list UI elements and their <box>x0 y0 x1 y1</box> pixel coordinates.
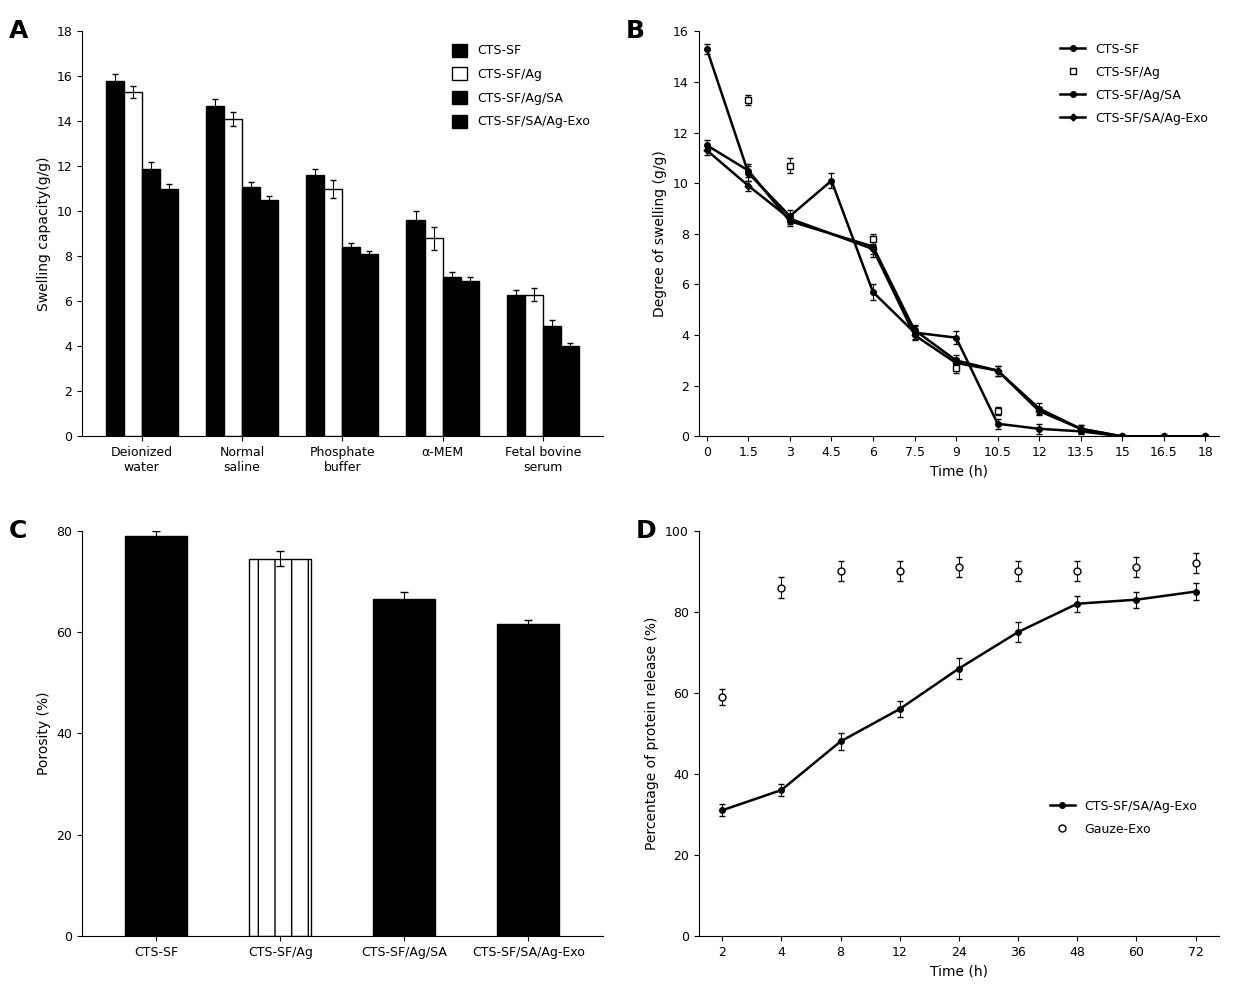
Bar <box>525 295 543 437</box>
Text: B: B <box>626 19 645 43</box>
Y-axis label: Degree of swelling (g/g): Degree of swelling (g/g) <box>653 151 667 318</box>
Bar <box>325 189 342 437</box>
Bar <box>141 169 160 437</box>
X-axis label: Time (h): Time (h) <box>930 465 988 479</box>
Bar <box>543 326 560 437</box>
Bar <box>124 92 141 437</box>
Y-axis label: Porosity (%): Porosity (%) <box>37 691 51 775</box>
Bar <box>373 599 435 936</box>
Y-axis label: Swelling capacity(g/g): Swelling capacity(g/g) <box>37 157 51 311</box>
Bar <box>560 347 579 437</box>
Bar <box>306 176 325 437</box>
Bar <box>361 254 378 437</box>
Text: C: C <box>9 518 27 542</box>
Bar <box>342 248 361 437</box>
Text: D: D <box>636 518 657 542</box>
Y-axis label: Percentage of protein release (%): Percentage of protein release (%) <box>645 616 660 850</box>
Bar <box>443 277 460 437</box>
Bar <box>206 106 224 437</box>
Bar <box>260 200 278 437</box>
Legend: CTS-SF, CTS-SF/Ag, CTS-SF/Ag/SA, CTS-SF/SA/Ag-Exo: CTS-SF, CTS-SF/Ag, CTS-SF/Ag/SA, CTS-SF/… <box>446 38 596 135</box>
Bar <box>242 187 260 437</box>
Bar <box>497 624 559 936</box>
X-axis label: Time (h): Time (h) <box>930 964 988 978</box>
Bar <box>224 119 242 437</box>
Bar <box>407 221 424 437</box>
Bar <box>125 535 187 936</box>
Bar <box>105 81 124 437</box>
Bar <box>249 558 311 936</box>
Text: A: A <box>9 19 29 43</box>
Bar <box>424 239 443 437</box>
Legend: CTS-SF, CTS-SF/Ag, CTS-SF/Ag/SA, CTS-SF/SA/Ag-Exo: CTS-SF, CTS-SF/Ag, CTS-SF/Ag/SA, CTS-SF/… <box>1055 38 1213 130</box>
Bar <box>460 281 479 437</box>
Bar <box>507 295 525 437</box>
Legend: CTS-SF/SA/Ag-Exo, Gauze-Exo: CTS-SF/SA/Ag-Exo, Gauze-Exo <box>1044 794 1203 840</box>
Bar <box>160 189 177 437</box>
